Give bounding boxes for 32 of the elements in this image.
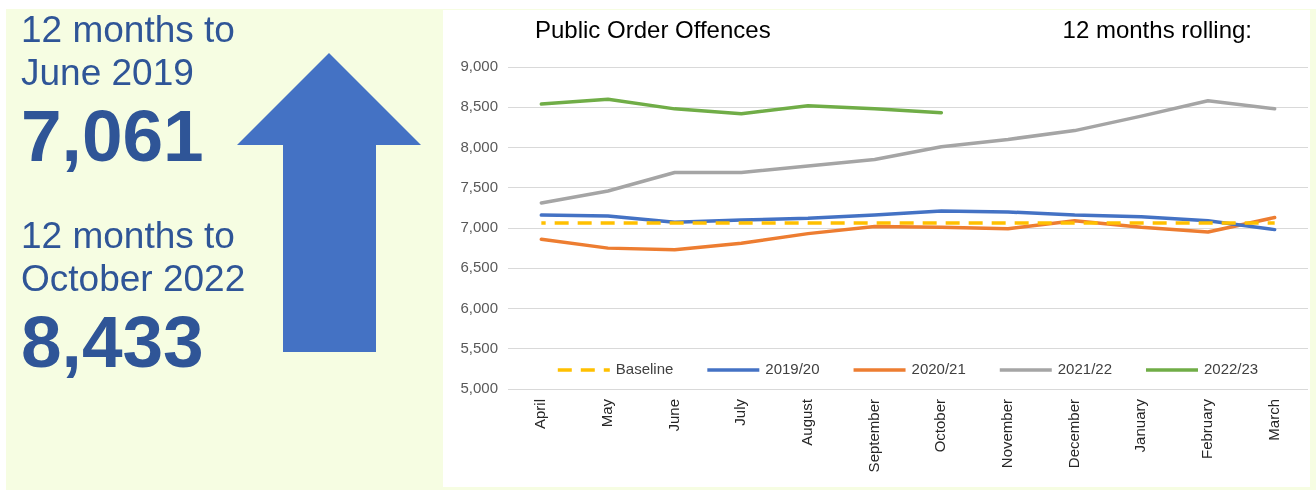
text: 8,433 (21, 301, 205, 382)
x-tick-label: September (864, 399, 882, 473)
y-tick-label: 5,500 (460, 338, 498, 356)
legend-label: 2021/22 (1057, 360, 1112, 378)
x-tick-label: January (1131, 398, 1149, 453)
chart-subtitle: 12 months rolling: (1062, 16, 1252, 43)
legend-label: 2022/23 (1203, 360, 1259, 378)
y-tick-label: 7,500 (460, 177, 498, 195)
y-tick-label: 5,000 (460, 379, 498, 397)
legend-label: 2020/21 (911, 360, 966, 378)
text: 12 months to June 2019 (21, 8, 236, 94)
legend-label: Baseline (615, 360, 674, 378)
x-tick-label: June (664, 399, 682, 432)
x-tick-label: October (931, 399, 949, 453)
y-tick-label: 7,000 (460, 218, 498, 236)
y-tick-label: 6,500 (460, 258, 498, 276)
chart-title: Public Order Offences (535, 16, 771, 43)
x-tick-label: November (998, 399, 1016, 469)
text: 7,061 (21, 95, 205, 176)
text: 12 months to October 2022 (21, 214, 247, 300)
y-tick-label: 8,500 (460, 97, 498, 115)
y-tick-label: 6,000 (460, 298, 498, 316)
y-tick-label: 8,000 (460, 137, 498, 155)
x-tick-label: May (598, 398, 616, 428)
legend-label: 2019/20 (765, 360, 820, 378)
x-tick-label: April (531, 399, 549, 430)
x-tick-label: February (1198, 398, 1216, 460)
x-tick-label: March (1264, 399, 1282, 441)
x-tick-label: July (731, 398, 749, 426)
x-tick-label: August (798, 398, 816, 446)
y-tick-label: 9,000 (460, 57, 498, 75)
x-tick-label: December (1064, 399, 1082, 469)
